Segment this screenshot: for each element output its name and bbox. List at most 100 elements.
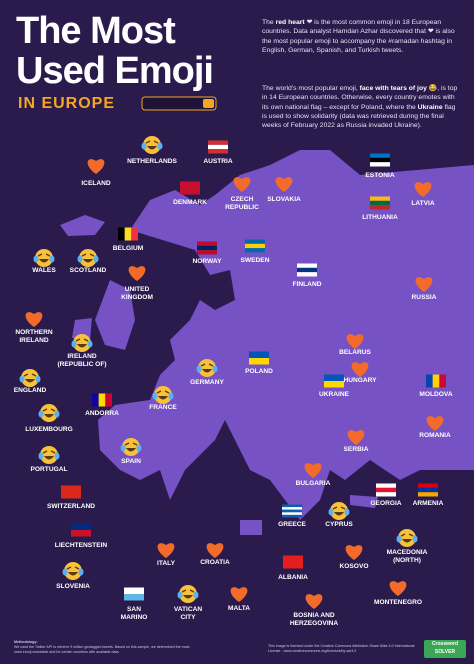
country-icon [87,159,105,174]
country-icon [180,181,200,195]
flag-stripe [282,512,302,515]
joy-tear [196,365,202,373]
intro-paragraph: The world's most popular emoji, face wit… [262,84,462,130]
flag-stripe [124,227,132,241]
joy-tear [93,255,99,263]
joy-eyes [42,450,56,454]
joy-emoji [198,359,216,377]
flag-stripe [180,181,200,195]
country-icon [71,334,93,352]
country-label: CROATIA [200,559,230,566]
heart-emoji [346,334,364,349]
joy-tear [177,591,183,599]
joy-emoji [73,334,91,352]
heart-emoji [351,362,369,377]
joy-eyes [75,338,89,342]
intro-paragraph: The red heart ❤ is the most common emoji… [262,18,462,55]
methodology-text: We used the Twitter API to retrieve 9 mi… [14,645,190,654]
joy-tear [78,568,84,576]
flag-stripe [418,487,438,493]
flag-stripe [370,157,390,163]
flag-stripe [324,374,344,381]
title-line-2: Used Emoji [16,50,214,92]
joy-mouth [183,595,193,599]
flag-stripe [208,144,228,150]
joy-emoji [21,369,39,387]
flag-stripe [370,162,390,167]
country-label: SWEDEN [240,257,270,264]
flag-stripe [249,351,269,358]
flag-stripe [245,239,265,244]
country-label: ALBANIA [278,574,308,581]
joy-mouth [44,456,54,460]
country-icon [19,369,41,387]
joy-tear [35,375,41,383]
country-icon [275,177,293,192]
text-segment: flag is used to show solidarity (data wa… [262,103,456,130]
flag-stripe [370,153,390,158]
country-label: ARMENIA [412,500,444,507]
text-segment: Ukraine [417,103,443,111]
joy-mouth [147,146,157,150]
country-icon [38,404,60,422]
country-label: LUXEMBOURG [25,426,73,433]
flag-stripe [370,200,390,206]
joy-emoji [35,249,53,267]
country-icon [389,581,407,596]
flag-stripe [71,523,91,530]
country-icon [33,249,55,267]
country-label: FRANCE [149,404,177,411]
country-label: CYPRUS [325,521,353,528]
joy-tear [396,535,402,543]
joy-eyes [200,363,214,367]
heart-emoji [157,543,175,558]
joy-emoji [330,502,348,520]
country-icon [370,196,390,210]
country-label: POLAND [245,368,273,375]
joy-tear [38,410,44,418]
text-segment: red heart [275,19,305,26]
flag-stripe [249,358,269,365]
country-icon [71,523,91,537]
country-icon [414,182,432,197]
flag-stripe [71,530,91,537]
text-segment: face with tears of joy [359,85,427,92]
logo-top: Crossword [431,641,459,647]
joy-tear [168,392,174,400]
country-label: KOSOVO [339,563,369,570]
joy-emoji [398,529,416,547]
joy-eyes [66,566,80,570]
flag-stripe [297,263,317,268]
country-label: MOLDOVA [419,391,453,398]
title-line-1: The Most [16,10,176,52]
joy-mouth [202,369,212,373]
flag-stripe [208,140,228,145]
country-icon [297,263,317,277]
heart-emoji [87,159,105,174]
country-icon [426,416,444,431]
country-label: LATVIA [411,200,435,207]
joy-mouth [158,396,168,400]
text-segment: The [262,19,276,26]
country-icon [157,543,175,558]
joy-eyes [124,442,138,446]
country-label: RUSSIA [411,294,437,301]
country-label: BELARUS [339,349,371,356]
flag-stripe [197,245,217,251]
country-label: ESTONIA [365,172,395,179]
flag-stripe [376,492,396,497]
country-icon [426,374,446,388]
country-icon [328,502,350,520]
flag-stripe [370,205,390,210]
country-icon [128,266,146,281]
country-icon [283,555,303,569]
country-icon [396,529,418,547]
joy-tear [328,508,334,516]
country-label: ITALY [157,560,175,567]
country-icon [196,359,218,377]
flag-stripe [124,594,144,601]
joy-tear [193,591,199,599]
country-label: MALTA [227,605,251,612]
country-icon [370,153,390,167]
